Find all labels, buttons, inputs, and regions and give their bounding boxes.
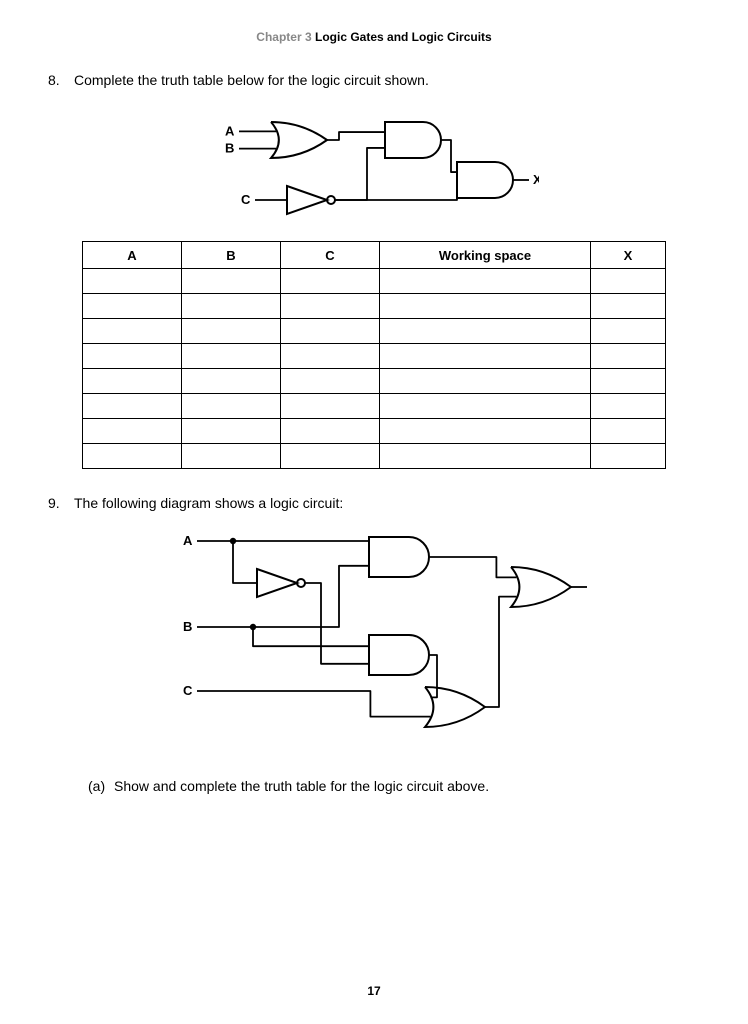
table-header: X	[591, 242, 666, 269]
sub-label: (a)	[88, 778, 114, 794]
question-9a: (a) Show and complete the truth table fo…	[88, 778, 700, 794]
table-row	[83, 369, 666, 394]
chapter-label: Chapter 3	[256, 30, 311, 44]
table-header: Working space	[380, 242, 591, 269]
svg-text:C: C	[241, 192, 251, 207]
page: Chapter 3 Logic Gates and Logic Circuits…	[0, 0, 748, 1024]
table-header: B	[182, 242, 281, 269]
question-prompt: The following diagram shows a logic circ…	[74, 495, 700, 511]
svg-text:A: A	[183, 533, 193, 548]
table-row	[83, 269, 666, 294]
table-row	[83, 319, 666, 344]
table-row	[83, 294, 666, 319]
sub-text: Show and complete the truth table for th…	[114, 778, 489, 794]
logic-circuit-icon: AB C X	[209, 96, 539, 226]
chapter-header: Chapter 3 Logic Gates and Logic Circuits	[48, 30, 700, 44]
table-row	[83, 394, 666, 419]
table-header: A	[83, 242, 182, 269]
question-prompt: Complete the truth table below for the l…	[74, 72, 700, 88]
table-row	[83, 444, 666, 469]
truth-table: ABCWorking spaceX	[82, 241, 666, 469]
q9-diagram: ABCX	[48, 519, 700, 754]
table-row	[83, 344, 666, 369]
table-row	[83, 419, 666, 444]
svg-text:C: C	[183, 683, 193, 698]
svg-text:A: A	[225, 123, 235, 138]
question-number: 9.	[48, 495, 74, 511]
svg-text:B: B	[225, 141, 234, 156]
logic-circuit-icon: ABCX	[159, 519, 589, 749]
svg-text:B: B	[183, 619, 192, 634]
chapter-title: Logic Gates and Logic Circuits	[315, 30, 492, 44]
question-number: 8.	[48, 72, 74, 88]
table-header: C	[281, 242, 380, 269]
question-8: 8. Complete the truth table below for th…	[48, 72, 700, 88]
question-9: 9. The following diagram shows a logic c…	[48, 495, 700, 511]
q8-diagram: AB C X	[48, 96, 700, 231]
svg-text:X: X	[533, 172, 539, 187]
page-number: 17	[0, 984, 748, 998]
